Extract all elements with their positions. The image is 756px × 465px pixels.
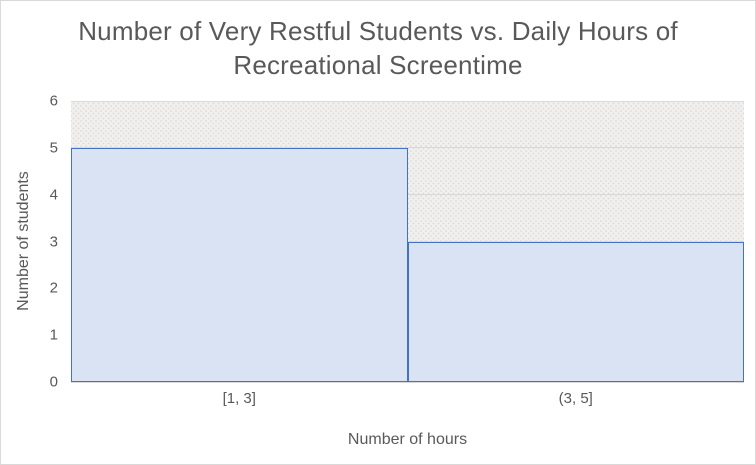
- y-tick-label-6: 6: [49, 92, 58, 110]
- x-axis-tick-labels: [1, 3] (3, 5]: [71, 382, 744, 408]
- x-tick-label-2: (3, 5]: [558, 390, 593, 407]
- y-tick-label-4: 4: [49, 186, 58, 204]
- gridline-y-4: [71, 194, 744, 196]
- y-axis-tick-labels: 0 1 2 3 4 5 6: [1, 94, 58, 390]
- gridline-y-5: [71, 147, 744, 149]
- chart-title-line-2: Recreational Screentime: [233, 50, 523, 80]
- plot-area: [71, 100, 744, 383]
- histogram-bar-(3, 5]: [407, 241, 744, 382]
- y-tick-label-5: 5: [49, 139, 58, 157]
- x-tick-label-1: [1, 3]: [222, 390, 256, 407]
- histogram-bar-[1, 3]: [71, 147, 408, 382]
- y-tick-label-1: 1: [49, 326, 58, 344]
- chart-title-line-1: Number of Very Restful Students vs. Dail…: [78, 16, 678, 46]
- y-tick-label-2: 2: [49, 279, 58, 297]
- x-axis-title: Number of hours: [347, 431, 468, 448]
- gridline-y-0: [71, 381, 744, 383]
- gridline-y-6: [71, 100, 744, 102]
- chart-title: Number of Very Restful Students vs. Dail…: [21, 14, 735, 82]
- y-tick-label-0: 0: [49, 373, 58, 391]
- y-tick-label-3: 3: [49, 233, 58, 250]
